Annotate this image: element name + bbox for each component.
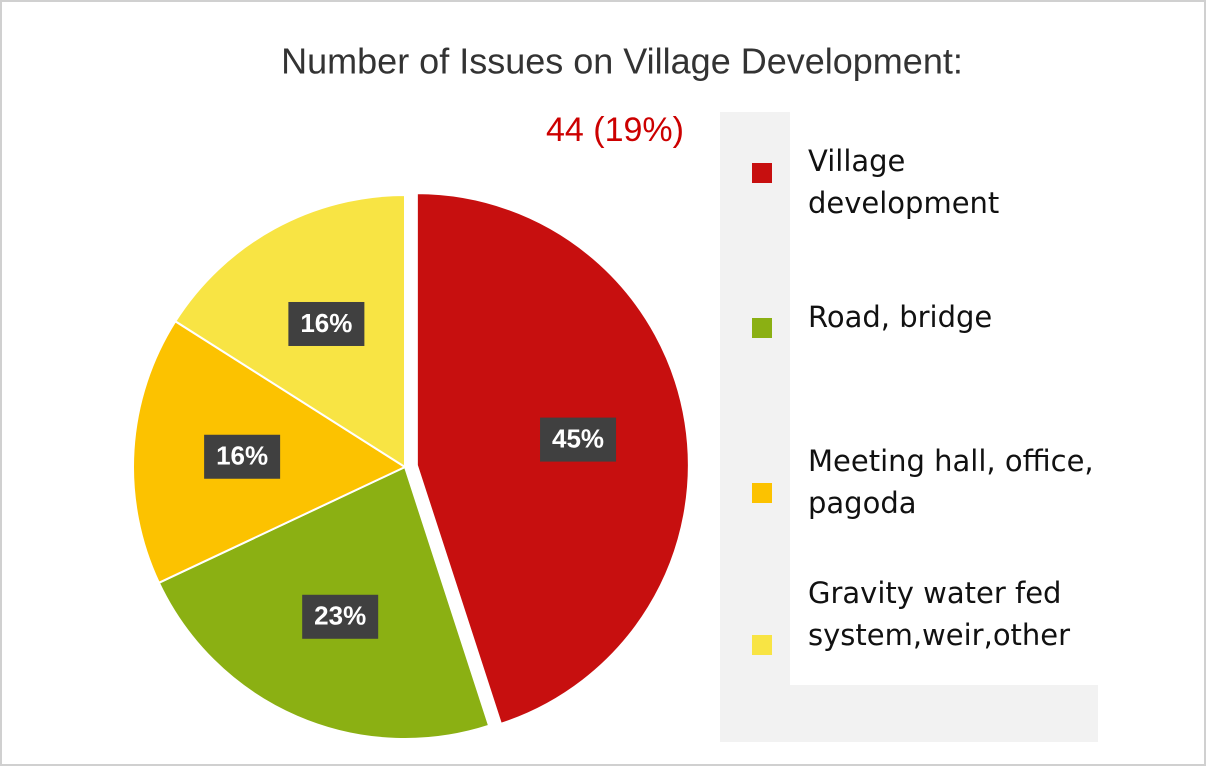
data-label-box [204, 434, 281, 479]
chart-title: Number of Issues on Village Development: [281, 41, 963, 82]
legend-swatch [752, 318, 772, 338]
legend-label: Gravity water fed system,weir,other [808, 576, 1071, 652]
legend-label: Road, bridge [808, 300, 993, 334]
data-label: 16% [216, 441, 268, 471]
data-label-box [302, 594, 379, 639]
legend-label: Village development [808, 144, 1000, 220]
data-label: 16% [300, 308, 352, 338]
legend-label: Meeting hall, office, pagoda [808, 444, 1094, 520]
data-label: 45% [552, 423, 604, 453]
data-label: 23% [314, 601, 366, 631]
data-label-box [540, 417, 617, 462]
legend-swatch [752, 163, 772, 183]
legend-swatch [752, 483, 772, 503]
data-label-box [288, 301, 365, 346]
legend-swatch [752, 635, 772, 655]
legend-box [790, 112, 1098, 685]
chart-subtitle: 44 (19%) [546, 111, 684, 149]
